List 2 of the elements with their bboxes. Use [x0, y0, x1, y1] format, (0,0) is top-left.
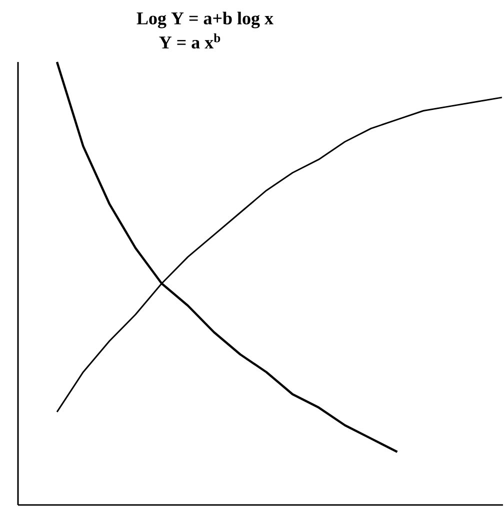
chart-subtitle: Y = a x$^{b}$: [159, 33, 220, 49]
chart-title: Log Y = a+b log x: [136, 12, 274, 28]
